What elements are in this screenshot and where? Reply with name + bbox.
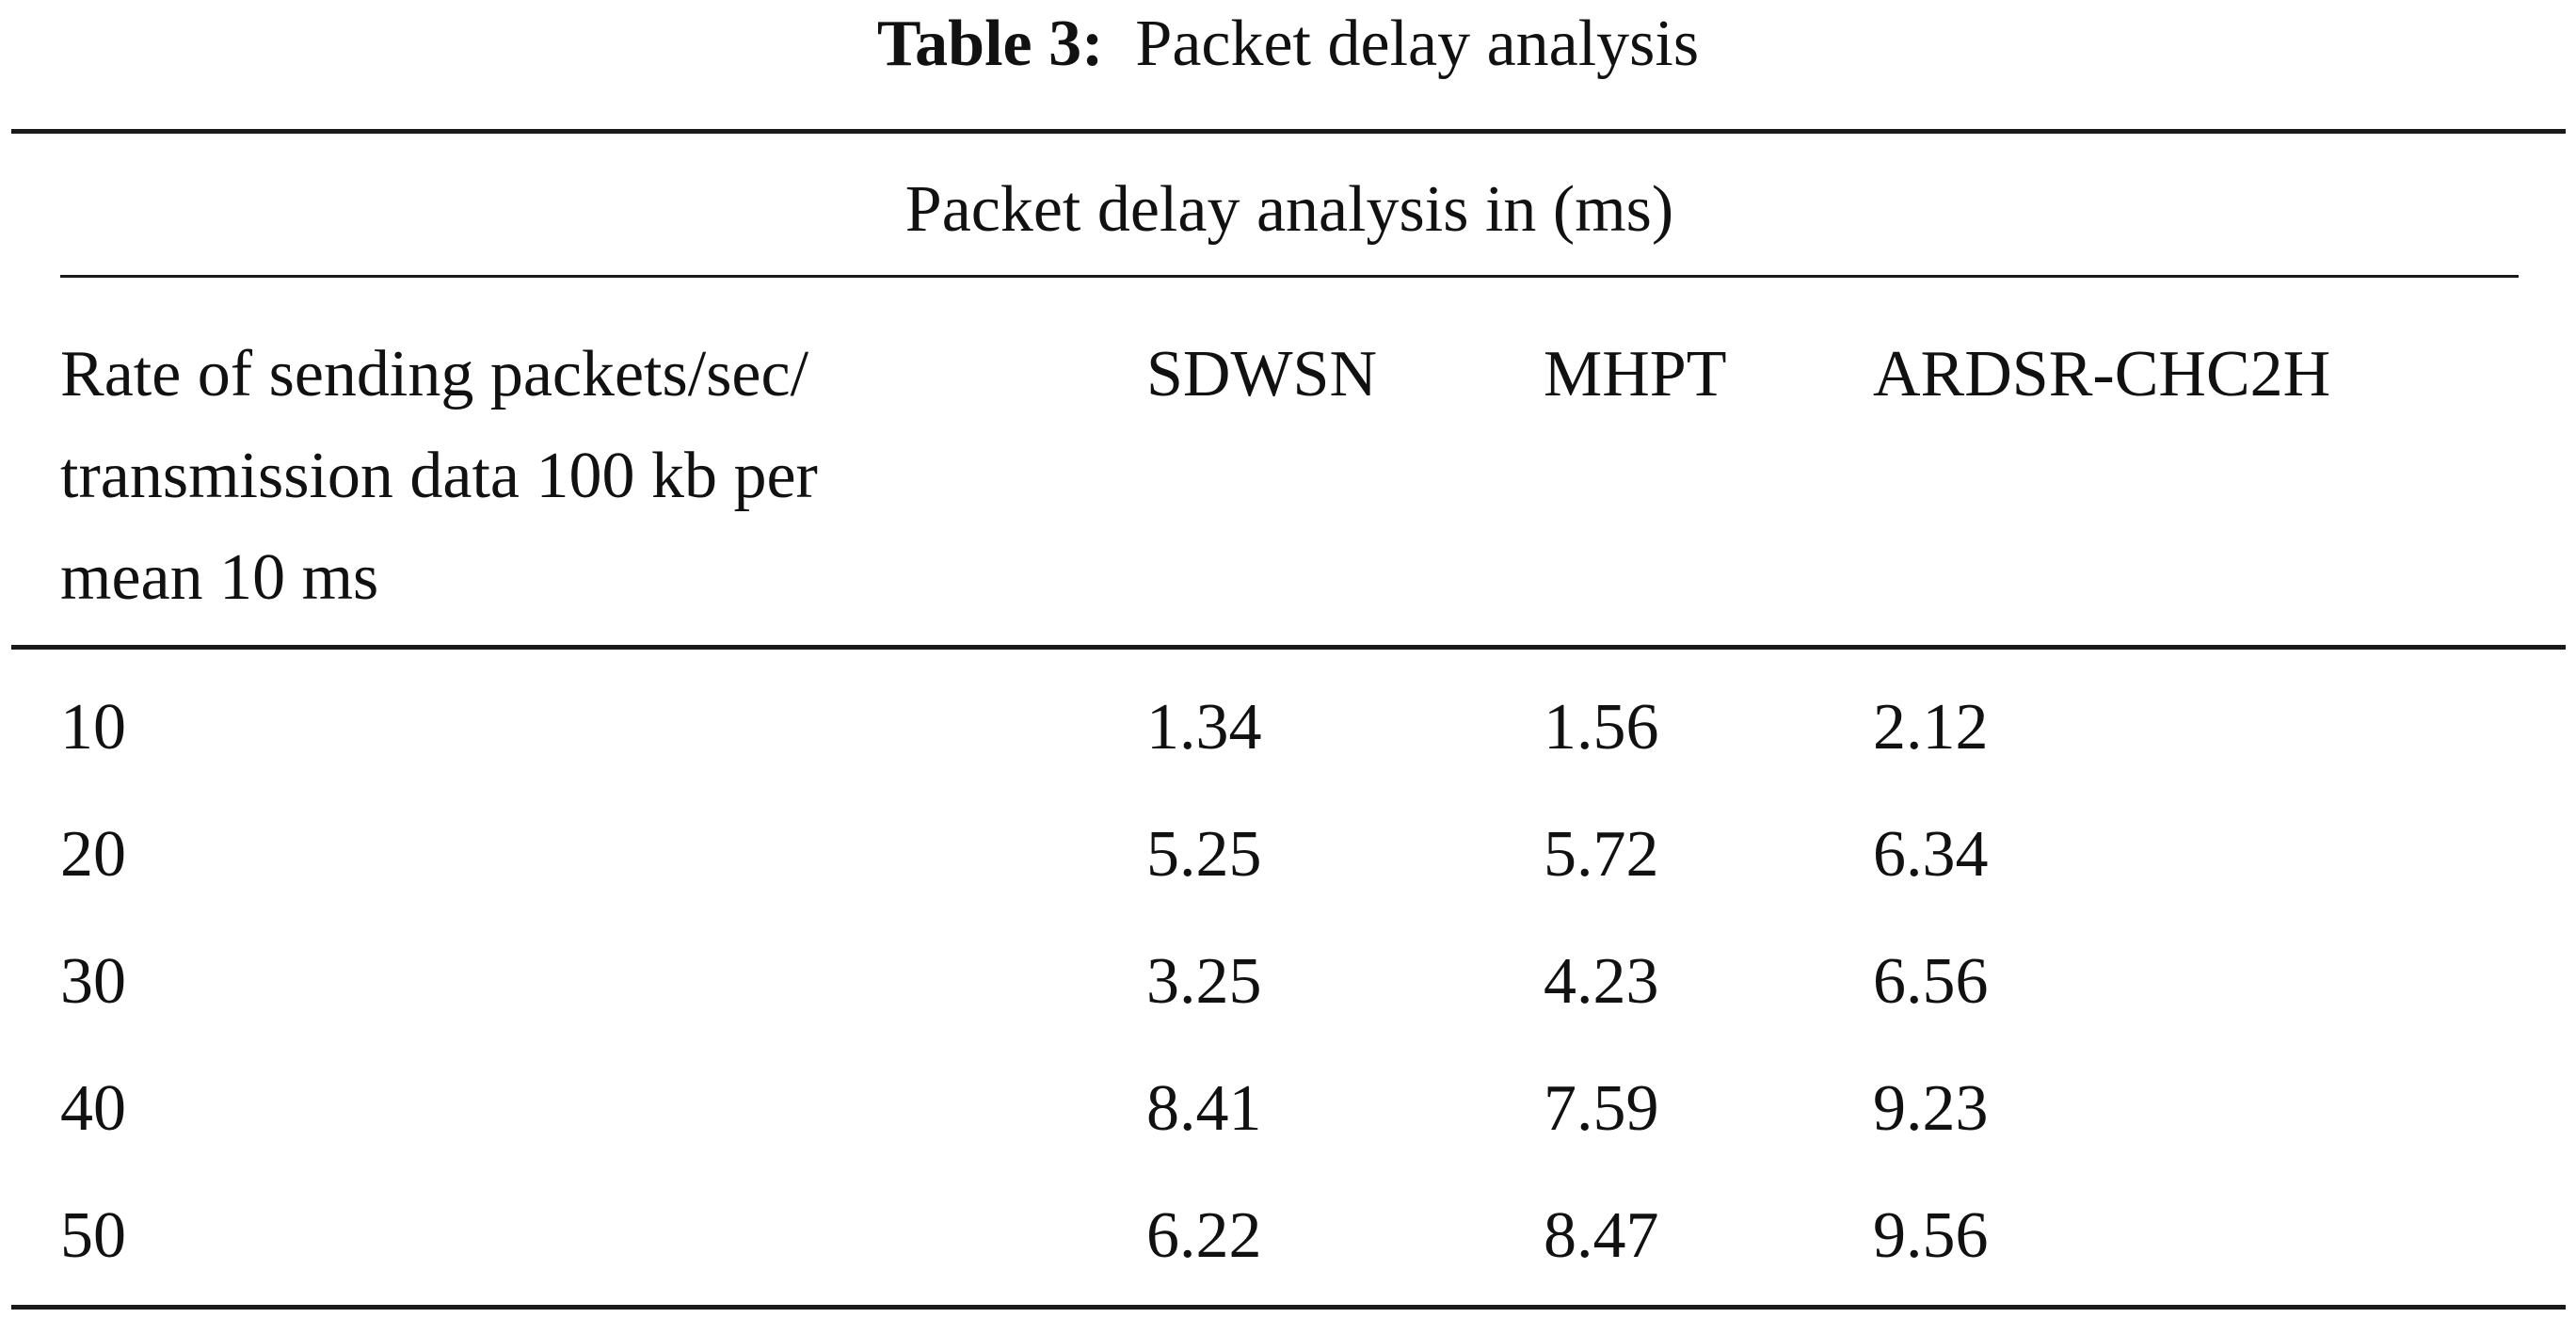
mhpt-cell: 5.72 [1544,818,1659,891]
mhpt-cell: 4.23 [1544,945,1659,1018]
sdwsn-cell: 6.22 [1146,1199,1262,1272]
caption-text: Packet delay analysis [1135,8,1700,80]
rate-cell: 20 [60,818,126,891]
sdwsn-cell: 8.41 [1146,1072,1262,1145]
mhpt-cell: 1.56 [1544,691,1659,763]
table-row: 50 6.22 8.47 9.56 [0,1172,2576,1299]
mhpt-cell: 7.59 [1544,1072,1659,1145]
top-rule [11,129,2566,134]
rate-cell: 30 [60,945,126,1018]
rate-cell: 10 [60,691,126,763]
mhpt-cell: 8.47 [1544,1199,1659,1272]
table-caption: Table 3: Packet delay analysis [0,2,2576,87]
sdwsn-cell: 5.25 [1146,818,1262,891]
ardsr-chc2h-cell: 2.12 [1873,691,1989,763]
caption-label: Table 3: [876,8,1104,80]
rate-cell: 50 [60,1199,126,1272]
rate-cell: 40 [60,1072,126,1145]
ardsr-chc2h-cell: 6.56 [1873,945,1989,1018]
ardsr-chc2h-cell: 9.23 [1873,1072,1989,1145]
row-header-line-2: transmission data 100 kb per [60,440,818,512]
table-row: 20 5.25 5.72 6.34 [0,791,2576,918]
sdwsn-cell: 3.25 [1146,945,1262,1018]
table-row: 40 8.41 7.59 9.23 [0,1045,2576,1172]
sdwsn-cell: 1.34 [1146,691,1262,763]
row-header-label: Rate of sending packets/sec/ transmissio… [60,324,818,629]
column-header-mhpt: MHPT [1544,338,1727,410]
spanning-header: Packet delay analysis in (ms) [904,173,1674,246]
table-row: 30 3.25 4.23 6.56 [0,918,2576,1045]
bottom-rule [11,1305,2566,1310]
spanning-header-rule [60,275,2519,278]
header-rule [11,645,2566,650]
column-header-ardsr-chc2h: ARDSR-CHC2H [1873,338,2331,410]
ardsr-chc2h-cell: 6.34 [1873,818,1989,891]
row-header-line-3: mean 10 ms [60,541,379,614]
ardsr-chc2h-cell: 9.56 [1873,1199,1989,1272]
column-header-sdwsn: SDWSN [1146,338,1378,410]
table-row: 10 1.34 1.56 2.12 [0,664,2576,791]
row-header-line-1: Rate of sending packets/sec/ [60,338,809,410]
